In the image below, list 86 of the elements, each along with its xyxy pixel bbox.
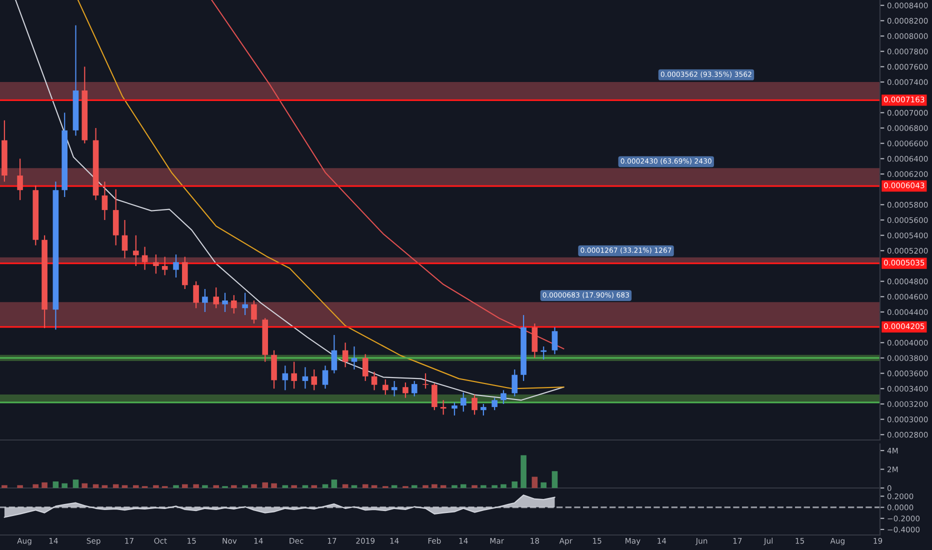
bar <box>282 485 288 488</box>
candlestick <box>213 286 219 309</box>
candlestick <box>133 234 139 267</box>
candlestick <box>552 326 558 355</box>
candlestick <box>391 380 398 397</box>
bar <box>440 485 446 488</box>
bar <box>532 476 538 488</box>
candlestick <box>480 403 486 416</box>
bar <box>231 485 237 488</box>
bar <box>500 484 506 488</box>
bar <box>182 484 188 488</box>
bar <box>520 455 526 488</box>
bar <box>302 485 308 488</box>
bar <box>82 483 88 488</box>
bar <box>271 483 277 488</box>
bar <box>251 484 257 488</box>
candlestick <box>331 334 338 374</box>
candlestick <box>432 382 438 411</box>
candlestick <box>231 294 237 314</box>
bar <box>411 485 418 488</box>
candlestick <box>153 254 159 274</box>
bar <box>311 485 318 488</box>
bar <box>362 484 368 488</box>
bar <box>17 485 23 488</box>
candlestick <box>311 368 318 391</box>
bar <box>422 485 428 488</box>
bar <box>242 485 248 488</box>
candlestick <box>362 354 368 382</box>
bar <box>213 485 219 488</box>
candlestick <box>540 346 546 360</box>
bar <box>540 482 546 488</box>
bar <box>391 485 398 488</box>
bar <box>72 480 79 488</box>
candlestick <box>382 378 388 396</box>
candlestick <box>222 292 228 313</box>
bar <box>262 482 268 488</box>
bar <box>32 484 39 488</box>
candlestick <box>182 256 188 290</box>
candlestick <box>242 292 248 316</box>
bar <box>512 481 518 488</box>
bar <box>42 482 48 488</box>
candlestick <box>302 366 308 390</box>
bar <box>62 483 68 488</box>
candlestick <box>440 400 446 416</box>
candlestick <box>500 390 506 405</box>
candlestick <box>402 382 408 398</box>
bar <box>122 485 128 488</box>
candlestick <box>512 368 518 397</box>
bar <box>102 485 108 488</box>
bar <box>173 485 179 488</box>
candlestick <box>371 371 378 391</box>
bar <box>153 485 159 488</box>
candlestick <box>411 380 418 397</box>
bar <box>52 481 59 488</box>
bar <box>133 485 139 488</box>
candlestick <box>162 256 168 276</box>
candlestick <box>193 280 199 309</box>
bar <box>460 484 466 488</box>
bar <box>552 471 558 488</box>
bar <box>480 485 486 488</box>
candlestick <box>202 288 208 313</box>
candlestick <box>342 342 348 368</box>
bar <box>351 485 358 488</box>
candlestick <box>173 254 179 278</box>
bar <box>472 485 478 488</box>
bar <box>202 485 208 488</box>
candlestick <box>351 346 358 370</box>
candlestick <box>291 361 297 390</box>
candlestick <box>472 394 478 416</box>
candlestick <box>102 181 108 221</box>
candlestick <box>322 365 328 390</box>
candlestick <box>460 392 466 412</box>
candlestick <box>251 300 257 324</box>
bar <box>452 485 458 488</box>
bar <box>331 480 338 488</box>
candlestick <box>422 372 428 390</box>
bar <box>492 485 498 488</box>
bar <box>193 484 199 488</box>
candlestick <box>492 397 498 411</box>
bar <box>432 484 438 488</box>
candlestick <box>17 158 23 201</box>
bar <box>2 485 8 488</box>
candlestick <box>122 219 128 259</box>
bar <box>371 485 378 488</box>
candlestick <box>452 402 458 416</box>
bar <box>291 485 297 488</box>
